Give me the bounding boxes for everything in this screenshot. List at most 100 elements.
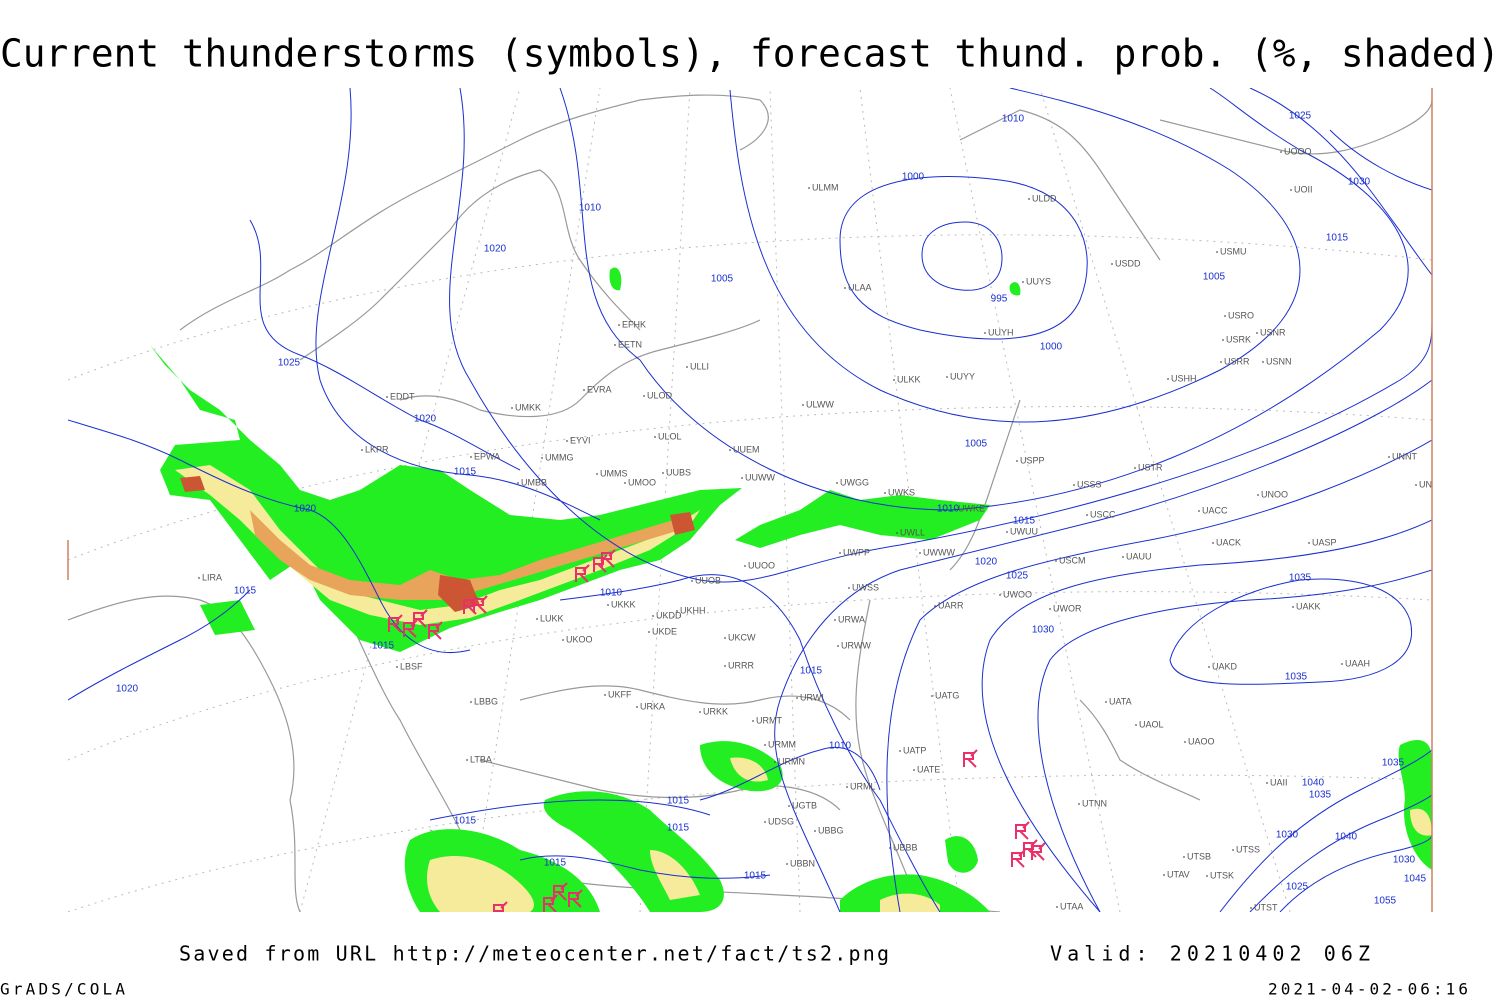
station-label: URMN: [778, 756, 805, 766]
isobar: [1279, 834, 1432, 912]
station-label: LBBG: [474, 696, 498, 706]
station-label: URML: [850, 781, 876, 791]
station-dot: [648, 631, 650, 633]
isobar-label: 1020: [116, 684, 139, 695]
isobar: [429, 799, 711, 821]
storm-symbol: [493, 901, 508, 912]
storm-symbol: [1031, 842, 1046, 861]
isobar: [1249, 794, 1432, 912]
station-label: UWKE: [958, 503, 985, 513]
isobar-label: 1020: [294, 504, 317, 515]
station-label: UAOL: [1139, 719, 1164, 729]
station-label: ULKK: [897, 374, 921, 384]
thunder-probability-area: [427, 855, 534, 912]
station-dot: [741, 477, 743, 479]
coastline: [1079, 699, 1201, 801]
station-dot: [511, 407, 513, 409]
station-dot: [624, 482, 626, 484]
station-dot: [1135, 724, 1137, 726]
station-dot: [1222, 339, 1224, 341]
station-label: ULAA: [848, 282, 872, 292]
source-url: Saved from URL http://meteocenter.net/fa…: [179, 942, 889, 966]
isobar: [981, 519, 1432, 912]
station-dot: [814, 830, 816, 832]
station-dot: [643, 395, 645, 397]
station-dot: [954, 508, 956, 510]
coastline: [949, 399, 1021, 571]
coastline: [855, 599, 921, 912]
software: GrADS/COLA: [0, 980, 125, 999]
coastline: [399, 319, 761, 418]
station-label: EPWA: [474, 451, 500, 461]
graticule: [68, 406, 1432, 561]
station-dot: [744, 565, 746, 567]
storm-symbol: [413, 609, 428, 628]
station-dot: [934, 605, 936, 607]
station-label: LIRA: [202, 572, 222, 582]
station-dot: [604, 694, 606, 696]
station-dot: [1208, 666, 1210, 668]
station-dot: [607, 604, 609, 606]
station-dot: [517, 482, 519, 484]
station-label: UWGG: [840, 477, 869, 487]
isobar-label: 1005: [965, 439, 988, 450]
station-label: UATG: [935, 690, 959, 700]
isobar: [68, 589, 251, 701]
station-label: UAKK: [1296, 601, 1321, 611]
station-label: UWUU: [1010, 526, 1038, 536]
station-dot: [846, 786, 848, 788]
station-label: UBBN: [790, 858, 815, 868]
isobar-label: 1000: [902, 172, 925, 183]
isobar-label: 1030: [1348, 177, 1371, 188]
station-dot: [896, 532, 898, 534]
storm-symbol: [388, 614, 403, 633]
station-dot: [1388, 456, 1390, 458]
station-dot: [834, 619, 836, 621]
station-label: UUYS: [1026, 276, 1051, 286]
station-dot: [1055, 560, 1057, 562]
station-label: UGTB: [792, 800, 817, 810]
station-dot: [618, 324, 620, 326]
isobar-label: 1015: [1326, 233, 1349, 244]
isobar-label: 1010: [600, 588, 623, 599]
station-label: LUKK: [540, 613, 564, 623]
station-dot: [984, 332, 986, 334]
isobar-label: 1005: [711, 274, 734, 285]
station-dot: [636, 706, 638, 708]
station-dot: [614, 344, 616, 346]
isobar-label: 1045: [1404, 874, 1427, 885]
isobar-label: 1005: [1203, 272, 1226, 283]
station-dot: [1163, 874, 1165, 876]
graticule: [68, 591, 1432, 761]
graticule: [1039, 88, 1291, 912]
isobar-label: 1015: [1013, 516, 1036, 527]
station-dot: [1022, 281, 1024, 283]
station-dot: [1308, 542, 1310, 544]
station-label: UAOO: [1188, 736, 1215, 746]
station-label: USRK: [1226, 334, 1251, 344]
station-dot: [1212, 542, 1214, 544]
isobar-label: 1015: [667, 796, 690, 807]
station-dot: [836, 482, 838, 484]
station-label: UMBB: [521, 477, 547, 487]
station-dot: [1262, 361, 1264, 363]
station-dot: [1028, 198, 1030, 200]
station-dot: [652, 615, 654, 617]
station-dot: [1167, 378, 1169, 380]
thunder-probability-area: [609, 267, 622, 291]
station-label: UOOO: [1284, 146, 1312, 156]
isobar: [449, 88, 1432, 583]
station-dot: [931, 695, 933, 697]
thunder-probability-area: [200, 600, 255, 635]
station-label: ULOL: [658, 431, 682, 441]
station-label: USPP: [1020, 455, 1045, 465]
station-label: UUYY: [950, 371, 975, 381]
station-dot: [566, 440, 568, 442]
station-dot: [796, 697, 798, 699]
station-label: UNNT: [1392, 451, 1417, 461]
station-label: ULWW: [806, 399, 834, 409]
station-label: UATA: [1109, 696, 1132, 706]
thunder-probability-area: [880, 893, 940, 912]
station-label: UUWW: [745, 472, 775, 482]
station-label: UAKD: [1212, 661, 1238, 671]
